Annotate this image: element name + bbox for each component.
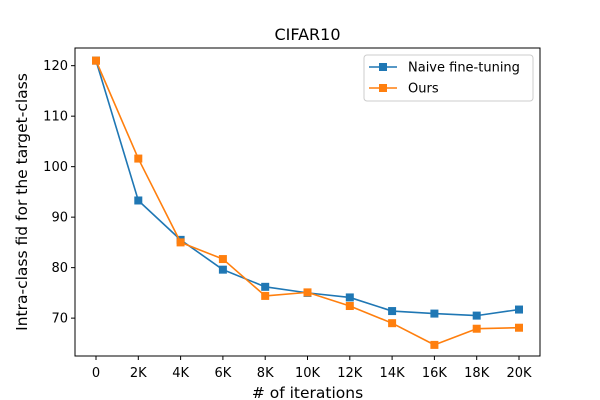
x-tick-label: 0 [92, 366, 100, 381]
data-point [430, 309, 439, 318]
x-tick-label: 4K [172, 366, 189, 381]
data-point [261, 282, 270, 291]
legend-box [363, 54, 534, 102]
data-point [261, 291, 270, 300]
x-tick-label: 2K [130, 366, 147, 381]
plot-frame [74, 47, 541, 357]
y-tick-label: 120 [43, 59, 68, 74]
x-tick-label: 6K [215, 366, 232, 381]
data-point [430, 340, 439, 349]
x-axis-ticks: 0 2K 4K 6K 8K 10K 12K 14K 16K 18K 20K [92, 356, 532, 381]
data-point [303, 288, 312, 297]
legend-label: Ours [408, 82, 439, 97]
data-point [134, 154, 143, 163]
data-point [218, 255, 227, 264]
x-axis-title: # of iterations [252, 384, 363, 400]
x-tick-label: 18K [464, 366, 490, 381]
legend-entry: Naive fine-tuning [369, 61, 520, 76]
y-tick-label: 80 [51, 261, 68, 276]
legend: Naive fine-tuning Ours [363, 54, 534, 102]
data-point [345, 293, 354, 302]
legend-label: Naive fine-tuning [408, 61, 520, 76]
x-tick-label: 8K [257, 366, 274, 381]
data-point [218, 265, 227, 274]
x-tick-label: 16K [422, 366, 448, 381]
y-tick-label: 70 [51, 312, 68, 327]
x-tick-label: 12K [337, 366, 363, 381]
legend-marker [379, 84, 387, 92]
data-point [515, 323, 523, 332]
data-point [134, 196, 143, 205]
series-layer [92, 56, 523, 349]
y-tick-label: 90 [51, 211, 68, 226]
data-point [388, 319, 397, 328]
x-tick-label: 14K [380, 366, 406, 381]
y-tick-label: 100 [43, 160, 68, 175]
y-axis-ticks: 70 80 90 100 110 120 [43, 59, 75, 327]
data-point [176, 238, 185, 247]
legend-marker [379, 63, 387, 71]
data-point [92, 56, 100, 65]
chart-title: CIFAR10 [274, 25, 340, 44]
y-axis-title: Intra-class fid for the target-class [13, 73, 31, 331]
x-tick-label: 20K [506, 366, 532, 381]
data-point [515, 305, 523, 314]
legend-entry: Ours [369, 82, 439, 97]
data-point [472, 311, 481, 320]
x-tick-label: 10K [295, 366, 321, 381]
series-1 [92, 56, 523, 349]
data-point [472, 324, 481, 333]
y-tick-label: 110 [43, 110, 68, 125]
data-point [345, 302, 354, 311]
data-point [388, 307, 397, 316]
